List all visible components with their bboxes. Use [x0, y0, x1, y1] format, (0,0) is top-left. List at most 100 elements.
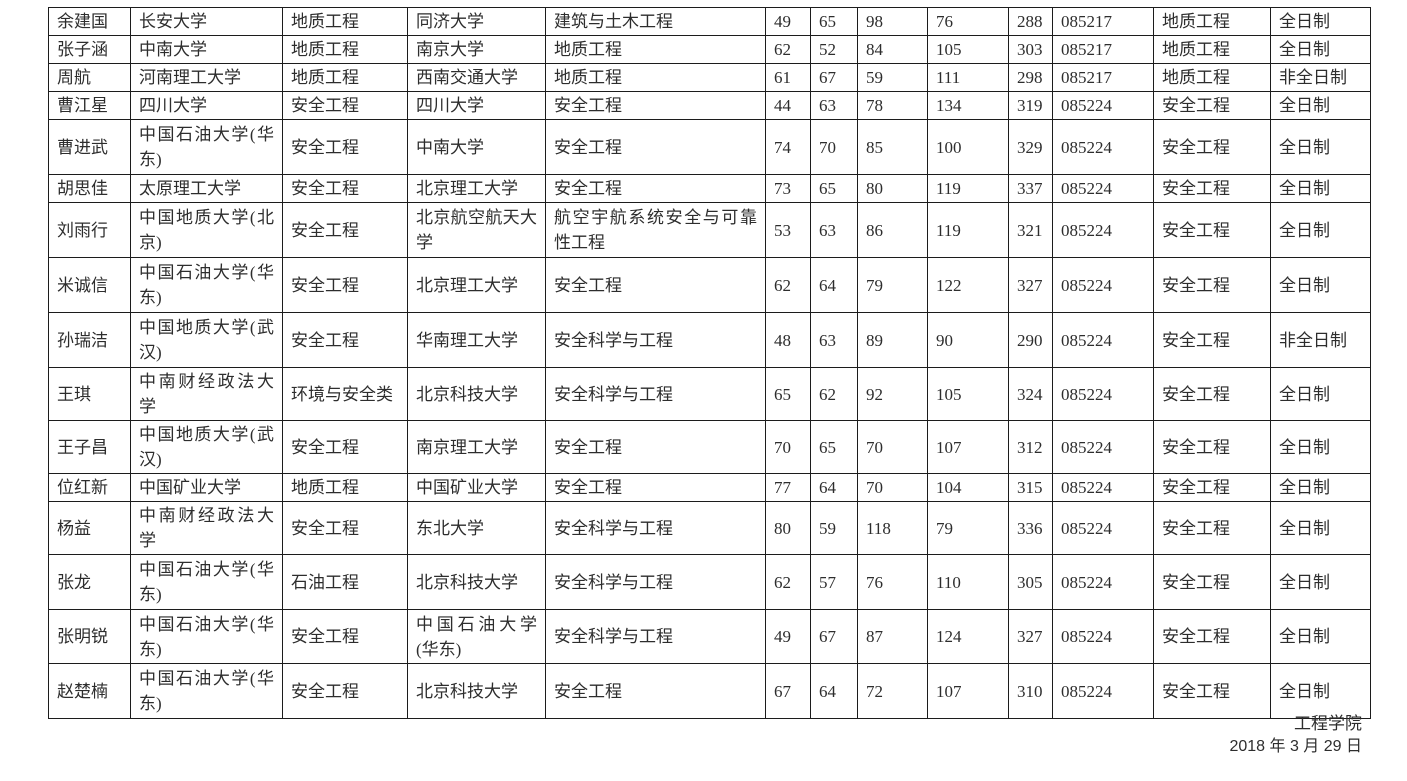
cell-student-name: 周航	[48, 63, 131, 92]
cell-target-major: 安全科学与工程	[545, 609, 766, 664]
cell-total-score: 298	[1008, 63, 1053, 92]
cell-major-code: 085224	[1052, 257, 1154, 313]
admission-list-table: 余建国 长安大学 地质工程 同济大学 建筑与土木工程 49 65 98 76 2…	[48, 7, 1371, 719]
cell-score-3: 79	[857, 257, 928, 313]
cell-score-2: 64	[810, 663, 858, 719]
cell-undergrad-major: 地质工程	[282, 473, 408, 502]
cell-score-3: 118	[857, 501, 928, 555]
cell-score-2: 65	[810, 174, 858, 203]
cell-undergrad-college: 中国地质大学(武汉)	[130, 312, 283, 368]
cell-score-2: 67	[810, 609, 858, 664]
table-row: 位红新 中国矿业大学 地质工程 中国矿业大学 安全工程 77 64 70 104…	[48, 473, 1371, 502]
cell-total-score: 337	[1008, 174, 1053, 203]
table-row: 张子涵 中南大学 地质工程 南京大学 地质工程 62 52 84 105 303…	[48, 35, 1371, 64]
cell-study-mode: 全日制	[1270, 609, 1371, 664]
table-body: 余建国 长安大学 地质工程 同济大学 建筑与土木工程 49 65 98 76 2…	[48, 7, 1371, 719]
table-row: 张明锐 中国石油大学(华东) 安全工程 中国石油大学(华东) 安全科学与工程 4…	[48, 609, 1371, 664]
cell-score-2: 62	[810, 367, 858, 421]
cell-study-mode: 全日制	[1270, 35, 1371, 64]
cell-total-score: 336	[1008, 501, 1053, 555]
cell-score-3: 80	[857, 174, 928, 203]
table-row: 曹江星 四川大学 安全工程 四川大学 安全工程 44 63 78 134 319…	[48, 91, 1371, 120]
cell-total-score: 312	[1008, 420, 1053, 474]
cell-score-4: 76	[927, 7, 1009, 36]
cell-target-college: 北京航空航天大学	[407, 202, 546, 258]
cell-major-code: 085224	[1052, 174, 1154, 203]
cell-undergrad-major: 安全工程	[282, 174, 408, 203]
cell-admitted-major: 地质工程	[1153, 63, 1271, 92]
cell-score-1: 77	[765, 473, 811, 502]
cell-admitted-major: 安全工程	[1153, 257, 1271, 313]
cell-score-4: 90	[927, 312, 1009, 368]
cell-target-college: 东北大学	[407, 501, 546, 555]
cell-score-3: 76	[857, 554, 928, 610]
cell-score-2: 63	[810, 202, 858, 258]
cell-score-1: 65	[765, 367, 811, 421]
cell-study-mode: 全日制	[1270, 91, 1371, 120]
table-row: 胡思佳 太原理工大学 安全工程 北京理工大学 安全工程 73 65 80 119…	[48, 174, 1371, 203]
cell-target-major: 建筑与土木工程	[545, 7, 766, 36]
cell-score-2: 64	[810, 257, 858, 313]
cell-undergrad-major: 安全工程	[282, 119, 408, 175]
cell-score-3: 85	[857, 119, 928, 175]
cell-score-3: 70	[857, 473, 928, 502]
cell-score-4: 134	[927, 91, 1009, 120]
cell-undergrad-college: 中国石油大学(华东)	[130, 609, 283, 664]
cell-score-1: 49	[765, 7, 811, 36]
cell-target-college: 中国矿业大学	[407, 473, 546, 502]
cell-study-mode: 全日制	[1270, 257, 1371, 313]
table-row: 王琪 中南财经政法大学 环境与安全类 北京科技大学 安全科学与工程 65 62 …	[48, 367, 1371, 421]
cell-score-1: 74	[765, 119, 811, 175]
cell-major-code: 085217	[1052, 63, 1154, 92]
cell-score-3: 86	[857, 202, 928, 258]
cell-undergrad-major: 环境与安全类	[282, 367, 408, 421]
cell-target-major: 安全工程	[545, 473, 766, 502]
cell-target-major: 安全工程	[545, 91, 766, 120]
cell-score-3: 98	[857, 7, 928, 36]
cell-study-mode: 非全日制	[1270, 63, 1371, 92]
footer-date: 2018 年 3 月 29 日	[1229, 738, 1362, 755]
cell-target-college: 华南理工大学	[407, 312, 546, 368]
cell-study-mode: 全日制	[1270, 202, 1371, 258]
cell-score-2: 70	[810, 119, 858, 175]
cell-major-code: 085224	[1052, 119, 1154, 175]
cell-admitted-major: 安全工程	[1153, 663, 1271, 719]
cell-admitted-major: 安全工程	[1153, 501, 1271, 555]
table-row: 曹进武 中国石油大学(华东) 安全工程 中南大学 安全工程 74 70 85 1…	[48, 119, 1371, 175]
cell-total-score: 324	[1008, 367, 1053, 421]
cell-score-1: 70	[765, 420, 811, 474]
cell-undergrad-college: 中国石油大学(华东)	[130, 119, 283, 175]
cell-score-2: 63	[810, 91, 858, 120]
cell-score-2: 67	[810, 63, 858, 92]
cell-score-3: 87	[857, 609, 928, 664]
cell-total-score: 288	[1008, 7, 1053, 36]
cell-major-code: 085224	[1052, 312, 1154, 368]
cell-student-name: 张龙	[48, 554, 131, 610]
cell-score-3: 70	[857, 420, 928, 474]
cell-undergrad-major: 地质工程	[282, 63, 408, 92]
cell-student-name: 米诚信	[48, 257, 131, 313]
cell-score-2: 52	[810, 35, 858, 64]
cell-score-4: 79	[927, 501, 1009, 555]
cell-admitted-major: 地质工程	[1153, 7, 1271, 36]
cell-admitted-major: 安全工程	[1153, 420, 1271, 474]
cell-undergrad-college: 中南大学	[130, 35, 283, 64]
cell-student-name: 曹进武	[48, 119, 131, 175]
cell-admitted-major: 安全工程	[1153, 202, 1271, 258]
cell-undergrad-college: 中国石油大学(华东)	[130, 663, 283, 719]
cell-score-4: 105	[927, 367, 1009, 421]
table-row: 余建国 长安大学 地质工程 同济大学 建筑与土木工程 49 65 98 76 2…	[48, 7, 1371, 36]
cell-major-code: 085217	[1052, 7, 1154, 36]
cell-admitted-major: 安全工程	[1153, 174, 1271, 203]
cell-target-major: 航空宇航系统安全与可靠性工程	[545, 202, 766, 258]
cell-score-1: 44	[765, 91, 811, 120]
cell-student-name: 张子涵	[48, 35, 131, 64]
table-row: 周航 河南理工大学 地质工程 西南交通大学 地质工程 61 67 59 111 …	[48, 63, 1371, 92]
cell-undergrad-major: 安全工程	[282, 420, 408, 474]
cell-score-1: 53	[765, 202, 811, 258]
cell-target-major: 安全工程	[545, 420, 766, 474]
cell-admitted-major: 安全工程	[1153, 91, 1271, 120]
cell-target-college: 北京理工大学	[407, 174, 546, 203]
cell-undergrad-college: 中国地质大学(武汉)	[130, 420, 283, 474]
cell-score-3: 72	[857, 663, 928, 719]
